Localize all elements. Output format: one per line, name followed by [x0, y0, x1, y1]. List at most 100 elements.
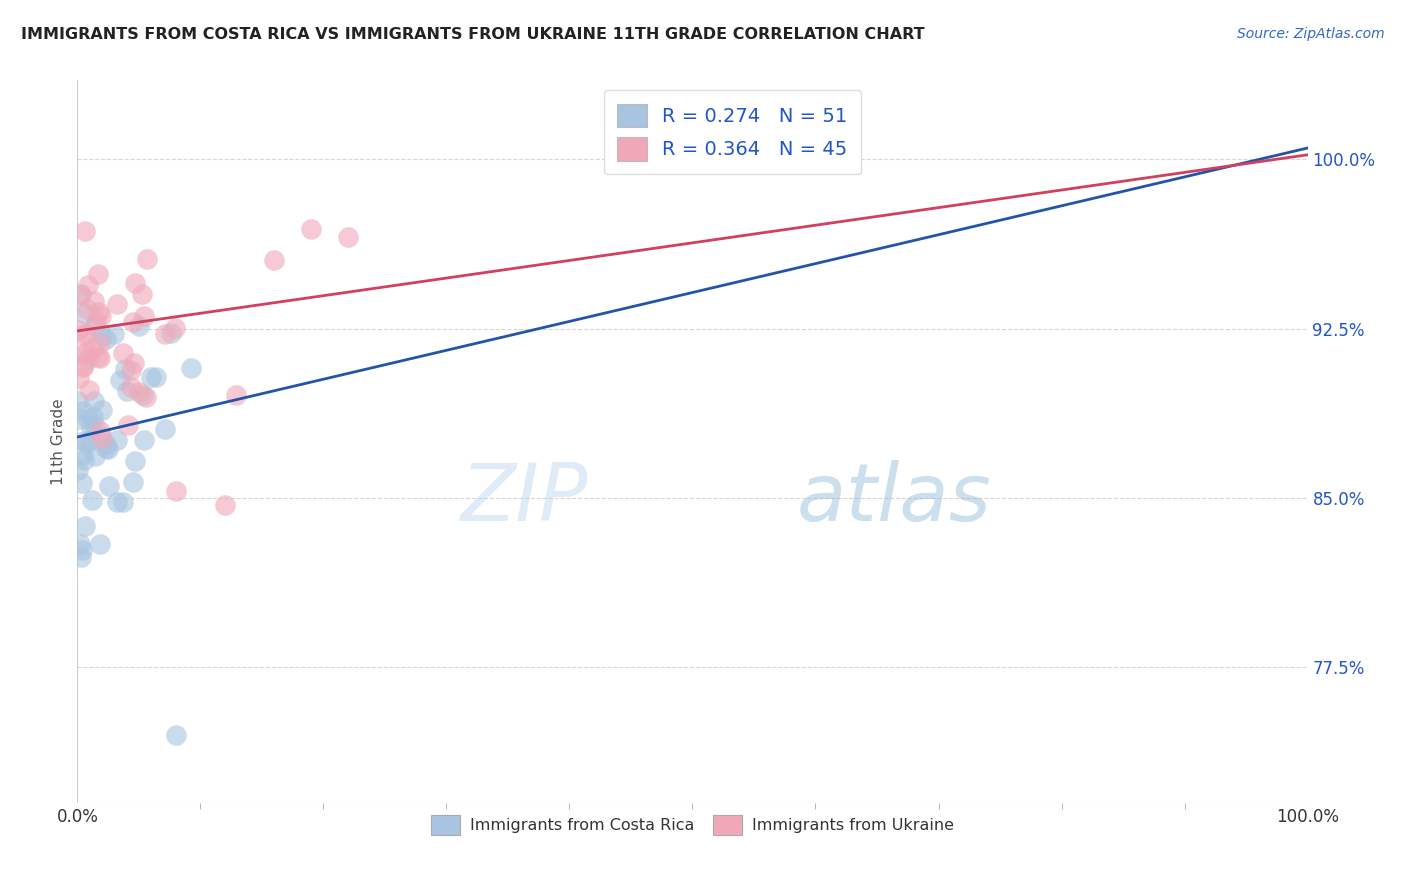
- Point: [70, 449, 93, 463]
- Point: [299, 222, 322, 236]
- Point: [72, 404, 94, 418]
- Point: [83, 394, 105, 409]
- Point: [97, 479, 120, 493]
- Point: [122, 356, 145, 370]
- Point: [84, 314, 107, 328]
- Point: [80, 420, 103, 434]
- Point: [108, 374, 131, 388]
- Point: [225, 388, 247, 402]
- Text: atlas: atlas: [797, 460, 991, 539]
- Point: [132, 388, 155, 402]
- Point: [135, 252, 157, 267]
- Point: [96, 332, 118, 346]
- Point: [132, 310, 155, 324]
- Point: [75, 326, 97, 341]
- Point: [73, 434, 96, 449]
- Point: [105, 297, 128, 311]
- Point: [141, 370, 163, 384]
- Point: [135, 390, 157, 404]
- Point: [73, 452, 96, 467]
- Point: [76, 302, 98, 317]
- Point: [69, 412, 91, 426]
- Point: [90, 329, 112, 343]
- Point: [66, 463, 89, 477]
- Legend: Immigrants from Costa Rica, Immigrants from Ukraine: Immigrants from Costa Rica, Immigrants f…: [425, 808, 960, 842]
- Point: [120, 362, 142, 376]
- Point: [121, 475, 143, 490]
- Point: [121, 315, 143, 329]
- Point: [89, 537, 111, 551]
- Point: [69, 287, 91, 301]
- Point: [337, 229, 360, 244]
- Point: [66, 394, 89, 409]
- Point: [83, 449, 105, 463]
- Point: [153, 422, 176, 436]
- Point: [105, 495, 128, 509]
- Point: [165, 320, 187, 334]
- Point: [180, 361, 202, 376]
- Point: [89, 336, 111, 351]
- Point: [160, 326, 183, 340]
- Point: [132, 434, 155, 448]
- Point: [75, 224, 97, 238]
- Point: [112, 346, 135, 360]
- Point: [107, 433, 129, 447]
- Point: [153, 327, 176, 342]
- Point: [94, 436, 117, 450]
- Point: [165, 484, 187, 499]
- Point: [82, 410, 104, 425]
- Point: [66, 322, 89, 336]
- Point: [82, 492, 104, 507]
- Point: [73, 358, 96, 372]
- Point: [90, 309, 112, 323]
- Point: [131, 286, 153, 301]
- Point: [90, 403, 112, 417]
- Point: [97, 442, 120, 456]
- Point: [70, 543, 93, 558]
- Point: [89, 351, 111, 365]
- Point: [214, 498, 236, 512]
- Text: Source: ZipAtlas.com: Source: ZipAtlas.com: [1237, 27, 1385, 41]
- Point: [72, 347, 94, 361]
- Point: [76, 344, 98, 359]
- Point: [83, 293, 105, 308]
- Point: [94, 442, 117, 456]
- Point: [89, 304, 111, 318]
- Point: [165, 728, 187, 742]
- Point: [69, 537, 91, 551]
- Point: [72, 359, 94, 374]
- Point: [87, 267, 110, 281]
- Text: IMMIGRANTS FROM COSTA RICA VS IMMIGRANTS FROM UKRAINE 11TH GRADE CORRELATION CHA: IMMIGRANTS FROM COSTA RICA VS IMMIGRANTS…: [21, 27, 925, 42]
- Point: [70, 549, 93, 564]
- Point: [73, 307, 96, 321]
- Point: [128, 318, 150, 333]
- Point: [117, 417, 139, 432]
- Point: [67, 371, 90, 385]
- Point: [70, 476, 93, 491]
- Point: [89, 424, 111, 438]
- Y-axis label: 11th Grade: 11th Grade: [51, 398, 66, 485]
- Point: [114, 362, 136, 376]
- Point: [263, 252, 285, 267]
- Point: [79, 434, 101, 448]
- Point: [124, 277, 146, 291]
- Point: [77, 383, 100, 397]
- Point: [76, 352, 98, 367]
- Point: [145, 370, 167, 384]
- Point: [76, 278, 98, 293]
- Point: [69, 287, 91, 301]
- Point: [70, 327, 93, 342]
- Text: ZIP: ZIP: [461, 460, 588, 539]
- Point: [77, 412, 100, 426]
- Point: [84, 318, 107, 333]
- Point: [120, 379, 142, 393]
- Point: [111, 495, 134, 509]
- Point: [82, 342, 104, 356]
- Point: [76, 436, 98, 450]
- Point: [75, 519, 97, 533]
- Point: [115, 384, 138, 398]
- Point: [128, 385, 150, 400]
- Point: [103, 326, 125, 341]
- Point: [87, 351, 110, 365]
- Point: [90, 431, 112, 445]
